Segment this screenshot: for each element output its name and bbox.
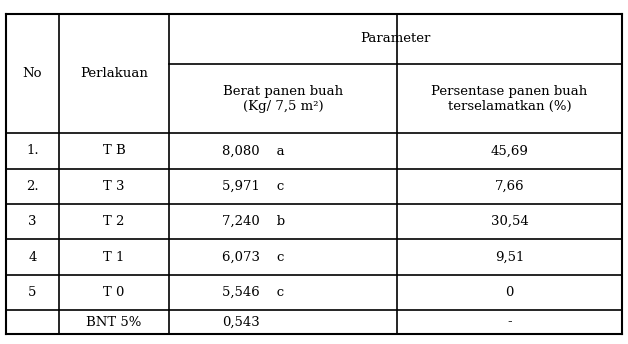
Text: 7,66: 7,66 <box>495 180 524 193</box>
Text: T 3: T 3 <box>103 180 125 193</box>
Text: 6,073    c: 6,073 c <box>222 251 284 264</box>
Text: 1.: 1. <box>26 144 39 158</box>
Text: 3: 3 <box>28 215 36 228</box>
Text: No: No <box>23 67 42 80</box>
Text: 9,51: 9,51 <box>495 251 524 264</box>
Text: T 0: T 0 <box>103 286 125 299</box>
Text: T 2: T 2 <box>103 215 125 228</box>
Text: 5: 5 <box>28 286 36 299</box>
Text: 4: 4 <box>28 251 36 264</box>
Text: 7,240    b: 7,240 b <box>222 215 285 228</box>
Text: BNT 5%: BNT 5% <box>86 315 142 329</box>
Text: 30,54: 30,54 <box>490 215 528 228</box>
Text: 2.: 2. <box>26 180 39 193</box>
Text: 0,543: 0,543 <box>222 315 259 329</box>
Text: Perlakuan: Perlakuan <box>80 67 148 80</box>
Text: Berat panen buah
(Kg/ 7,5 m²): Berat panen buah (Kg/ 7,5 m²) <box>223 85 344 113</box>
Text: 5,971    c: 5,971 c <box>222 180 284 193</box>
Text: -: - <box>507 315 512 329</box>
Text: Persentase panen buah
terselamatkan (%): Persentase panen buah terselamatkan (%) <box>431 85 588 113</box>
Text: 8,080    a: 8,080 a <box>222 144 284 158</box>
Text: Parameter: Parameter <box>360 32 431 45</box>
Text: 5,546    c: 5,546 c <box>222 286 284 299</box>
Text: 45,69: 45,69 <box>490 144 528 158</box>
Text: T B: T B <box>102 144 126 158</box>
Text: T 1: T 1 <box>103 251 125 264</box>
Text: 0: 0 <box>505 286 514 299</box>
